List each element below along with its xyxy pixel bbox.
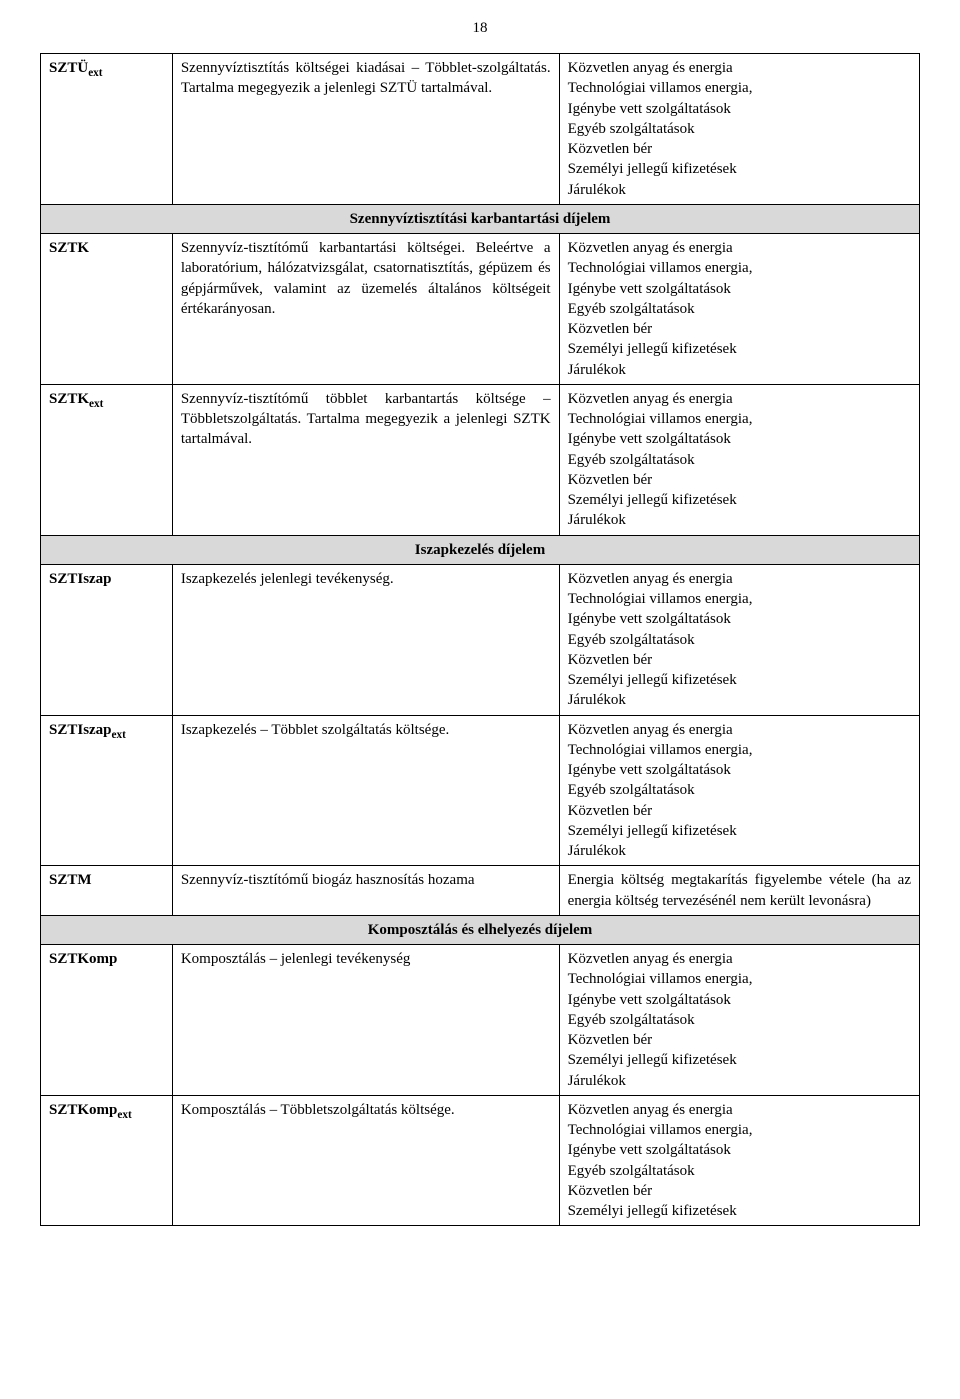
- cost-line: Közvetlen bér: [568, 470, 911, 490]
- desc-cell: Szennyvíz-tisztítómű többlet karbantartá…: [172, 384, 559, 535]
- code-cell: SZTIszapext: [41, 715, 173, 866]
- cost-cell: Közvetlen anyag és energia Technológiai …: [559, 715, 919, 866]
- cost-line: Igénybe vett szolgáltatások: [568, 609, 911, 629]
- cost-line: Személyi jellegű kifizetések: [568, 490, 911, 510]
- cost-line: Igénybe vett szolgáltatások: [568, 429, 911, 449]
- page-number: 18: [40, 20, 920, 37]
- cost-line: Közvetlen bér: [568, 650, 911, 670]
- code-text: SZTIszap: [49, 722, 112, 738]
- cost-line: Járulékok: [568, 510, 911, 530]
- cost-line: Személyi jellegű kifizetések: [568, 821, 911, 841]
- table-row: SZTK Szennyvíz-tisztítómű karbantartási …: [41, 234, 920, 385]
- code-text: SZTÜ: [49, 60, 88, 76]
- cost-line: Személyi jellegű kifizetések: [568, 670, 911, 690]
- cost-line: Közvetlen anyag és energia: [568, 58, 911, 78]
- cost-line: Egyéb szolgáltatások: [568, 1010, 911, 1030]
- cost-line: Közvetlen anyag és energia: [568, 1100, 911, 1120]
- table-row: SZTKomp Komposztálás – jelenlegi tevéken…: [41, 945, 920, 1096]
- cost-line: Technológiai villamos energia,: [568, 78, 911, 98]
- code-sub: ext: [88, 67, 102, 79]
- table-row: SZTKompext Komposztálás – Többletszolgál…: [41, 1095, 920, 1226]
- desc-cell: Komposztálás – Többletszolgáltatás költs…: [172, 1095, 559, 1226]
- cost-line: Közvetlen anyag és energia: [568, 949, 911, 969]
- cost-line: Igénybe vett szolgáltatások: [568, 1140, 911, 1160]
- table-row: SZTIszapext Iszapkezelés – Többlet szolg…: [41, 715, 920, 866]
- cost-cell: Közvetlen anyag és energia Technológiai …: [559, 54, 919, 205]
- cost-line: Személyi jellegű kifizetések: [568, 1050, 911, 1070]
- code-sub: ext: [117, 1109, 131, 1121]
- code-cell: SZTKext: [41, 384, 173, 535]
- code-text: SZTKomp: [49, 1102, 117, 1118]
- section-row: Szennyvíztisztítási karbantartási díjele…: [41, 204, 920, 233]
- cost-line: Egyéb szolgáltatások: [568, 630, 911, 650]
- cost-line: Egyéb szolgáltatások: [568, 119, 911, 139]
- table-row: SZTKext Szennyvíz-tisztítómű többlet kar…: [41, 384, 920, 535]
- code-cell: SZTK: [41, 234, 173, 385]
- cost-line: Közvetlen bér: [568, 1181, 911, 1201]
- section-header: Iszapkezelés díjelem: [41, 535, 920, 564]
- cost-line: Közvetlen bér: [568, 1030, 911, 1050]
- cost-line: Járulékok: [568, 1071, 911, 1091]
- cost-line: Technológiai villamos energia,: [568, 409, 911, 429]
- desc-cell: Szennyvíz-tisztítómű biogáz hasznosítás …: [172, 866, 559, 916]
- cost-line: Technológiai villamos energia,: [568, 740, 911, 760]
- code-cell: SZTKomp: [41, 945, 173, 1096]
- cost-line: Személyi jellegű kifizetések: [568, 339, 911, 359]
- cost-line: Járulékok: [568, 841, 911, 861]
- cost-line: Közvetlen anyag és energia: [568, 569, 911, 589]
- cost-line: Egyéb szolgáltatások: [568, 299, 911, 319]
- cost-line: Közvetlen anyag és energia: [568, 720, 911, 740]
- cost-line: Közvetlen bér: [568, 319, 911, 339]
- cost-cell: Közvetlen anyag és energia Technológiai …: [559, 384, 919, 535]
- cost-cell: Közvetlen anyag és energia Technológiai …: [559, 945, 919, 1096]
- cost-line: Járulékok: [568, 690, 911, 710]
- main-table: SZTÜext Szennyvíztisztítás költségei kia…: [40, 53, 920, 1226]
- cost-line: Személyi jellegű kifizetések: [568, 1201, 911, 1221]
- code-cell: SZTM: [41, 866, 173, 916]
- section-row: Iszapkezelés díjelem: [41, 535, 920, 564]
- desc-cell: Iszapkezelés – Többlet szolgáltatás költ…: [172, 715, 559, 866]
- table-row: SZTM Szennyvíz-tisztítómű biogáz hasznos…: [41, 866, 920, 916]
- cost-cell: Energia költség megtakarítás figyelembe …: [559, 866, 919, 916]
- cost-line: Közvetlen anyag és energia: [568, 238, 911, 258]
- cost-line: Egyéb szolgáltatások: [568, 450, 911, 470]
- code-text: SZTK: [49, 391, 89, 407]
- section-header: Szennyvíztisztítási karbantartási díjele…: [41, 204, 920, 233]
- desc-cell: Szennyvíz-tisztítómű karbantartási költs…: [172, 234, 559, 385]
- table-row: SZTIszap Iszapkezelés jelenlegi tevékeny…: [41, 564, 920, 715]
- code-cell: SZTÜext: [41, 54, 173, 205]
- code-cell: SZTIszap: [41, 564, 173, 715]
- cost-line: Igénybe vett szolgáltatások: [568, 279, 911, 299]
- cost-line: Járulékok: [568, 180, 911, 200]
- code-cell: SZTKompext: [41, 1095, 173, 1226]
- cost-line: Közvetlen anyag és energia: [568, 389, 911, 409]
- cost-line: Igénybe vett szolgáltatások: [568, 99, 911, 119]
- cost-line: Személyi jellegű kifizetések: [568, 159, 911, 179]
- section-row: Komposztálás és elhelyezés díjelem: [41, 915, 920, 944]
- desc-cell: Komposztálás – jelenlegi tevékenység: [172, 945, 559, 1096]
- code-sub: ext: [112, 729, 126, 741]
- cost-line: Technológiai villamos energia,: [568, 969, 911, 989]
- cost-line: Egyéb szolgáltatások: [568, 1161, 911, 1181]
- cost-line: Járulékok: [568, 360, 911, 380]
- desc-cell: Iszapkezelés jelenlegi tevékenység.: [172, 564, 559, 715]
- cost-line: Egyéb szolgáltatások: [568, 780, 911, 800]
- cost-line: Igénybe vett szolgáltatások: [568, 990, 911, 1010]
- cost-line: Technológiai villamos energia,: [568, 589, 911, 609]
- cost-line: Technológiai villamos energia,: [568, 1120, 911, 1140]
- cost-cell: Közvetlen anyag és energia Technológiai …: [559, 234, 919, 385]
- cost-cell: Közvetlen anyag és energia Technológiai …: [559, 564, 919, 715]
- code-sub: ext: [89, 398, 103, 410]
- cost-cell: Közvetlen anyag és energia Technológiai …: [559, 1095, 919, 1226]
- table-row: SZTÜext Szennyvíztisztítás költségei kia…: [41, 54, 920, 205]
- cost-line: Igénybe vett szolgáltatások: [568, 760, 911, 780]
- section-header: Komposztálás és elhelyezés díjelem: [41, 915, 920, 944]
- cost-line: Közvetlen bér: [568, 801, 911, 821]
- cost-line: Technológiai villamos energia,: [568, 258, 911, 278]
- desc-cell: Szennyvíztisztítás költségei kiadásai – …: [172, 54, 559, 205]
- cost-line: Közvetlen bér: [568, 139, 911, 159]
